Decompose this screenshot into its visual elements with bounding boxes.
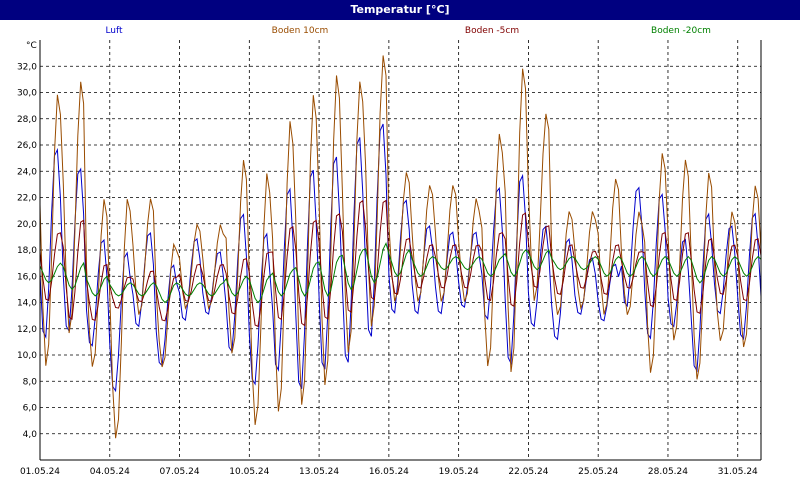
x-tick-label: 07.05.24 bbox=[160, 467, 200, 477]
legend-label: Boden -20cm bbox=[651, 26, 711, 36]
temperature-chart: 4,0 6,0 8,0 10,0 12,0 14,0 16,0 18,0 20,0 22,0 24,… bbox=[17, 26, 762, 477]
y-axis-unit: °C bbox=[26, 41, 37, 51]
chart-title: Temperatur [°C] bbox=[0, 0, 800, 20]
y-tick-label: 32,0 bbox=[17, 62, 37, 72]
y-tick-label: 6,0 bbox=[23, 404, 38, 414]
x-tick-label: 10.05.24 bbox=[229, 467, 269, 477]
y-tick-label: 20,0 bbox=[17, 220, 37, 230]
x-tick-label: 31.05.24 bbox=[718, 467, 758, 477]
y-tick-label: 22,0 bbox=[17, 194, 37, 204]
series-line-3 bbox=[39, 242, 762, 304]
x-tick-label: 25.05.24 bbox=[578, 467, 618, 477]
x-tick-label: 04.05.24 bbox=[90, 467, 130, 477]
series-line-1 bbox=[39, 55, 762, 439]
x-tick-label: 01.05.24 bbox=[20, 467, 60, 477]
x-tick-label: 19.05.24 bbox=[439, 467, 479, 477]
y-tick-label: 24,0 bbox=[17, 167, 37, 177]
x-tick-label: 22.05.24 bbox=[508, 467, 548, 477]
y-tick-label: 16,0 bbox=[17, 272, 37, 282]
y-tick-label: 10,0 bbox=[17, 351, 37, 361]
y-tick-label: 4,0 bbox=[23, 430, 38, 440]
y-tick-label: 14,0 bbox=[17, 299, 37, 309]
series-line-0 bbox=[39, 123, 762, 393]
y-tick-label: 28,0 bbox=[17, 115, 37, 125]
y-tick-label: 8,0 bbox=[23, 377, 38, 387]
legend-label: Luft bbox=[105, 26, 123, 36]
legend-label: Boden 10cm bbox=[272, 26, 329, 36]
legend-label: Boden -5cm bbox=[465, 26, 519, 36]
y-tick-label: 12,0 bbox=[17, 325, 37, 335]
x-tick-label: 28.05.24 bbox=[648, 467, 688, 477]
y-tick-label: 26,0 bbox=[17, 141, 37, 151]
series-line-2 bbox=[39, 199, 762, 328]
x-tick-label: 13.05.24 bbox=[299, 467, 339, 477]
y-tick-label: 30,0 bbox=[17, 89, 37, 99]
y-tick-label: 18,0 bbox=[17, 246, 37, 256]
x-tick-label: 16.05.24 bbox=[369, 467, 409, 477]
